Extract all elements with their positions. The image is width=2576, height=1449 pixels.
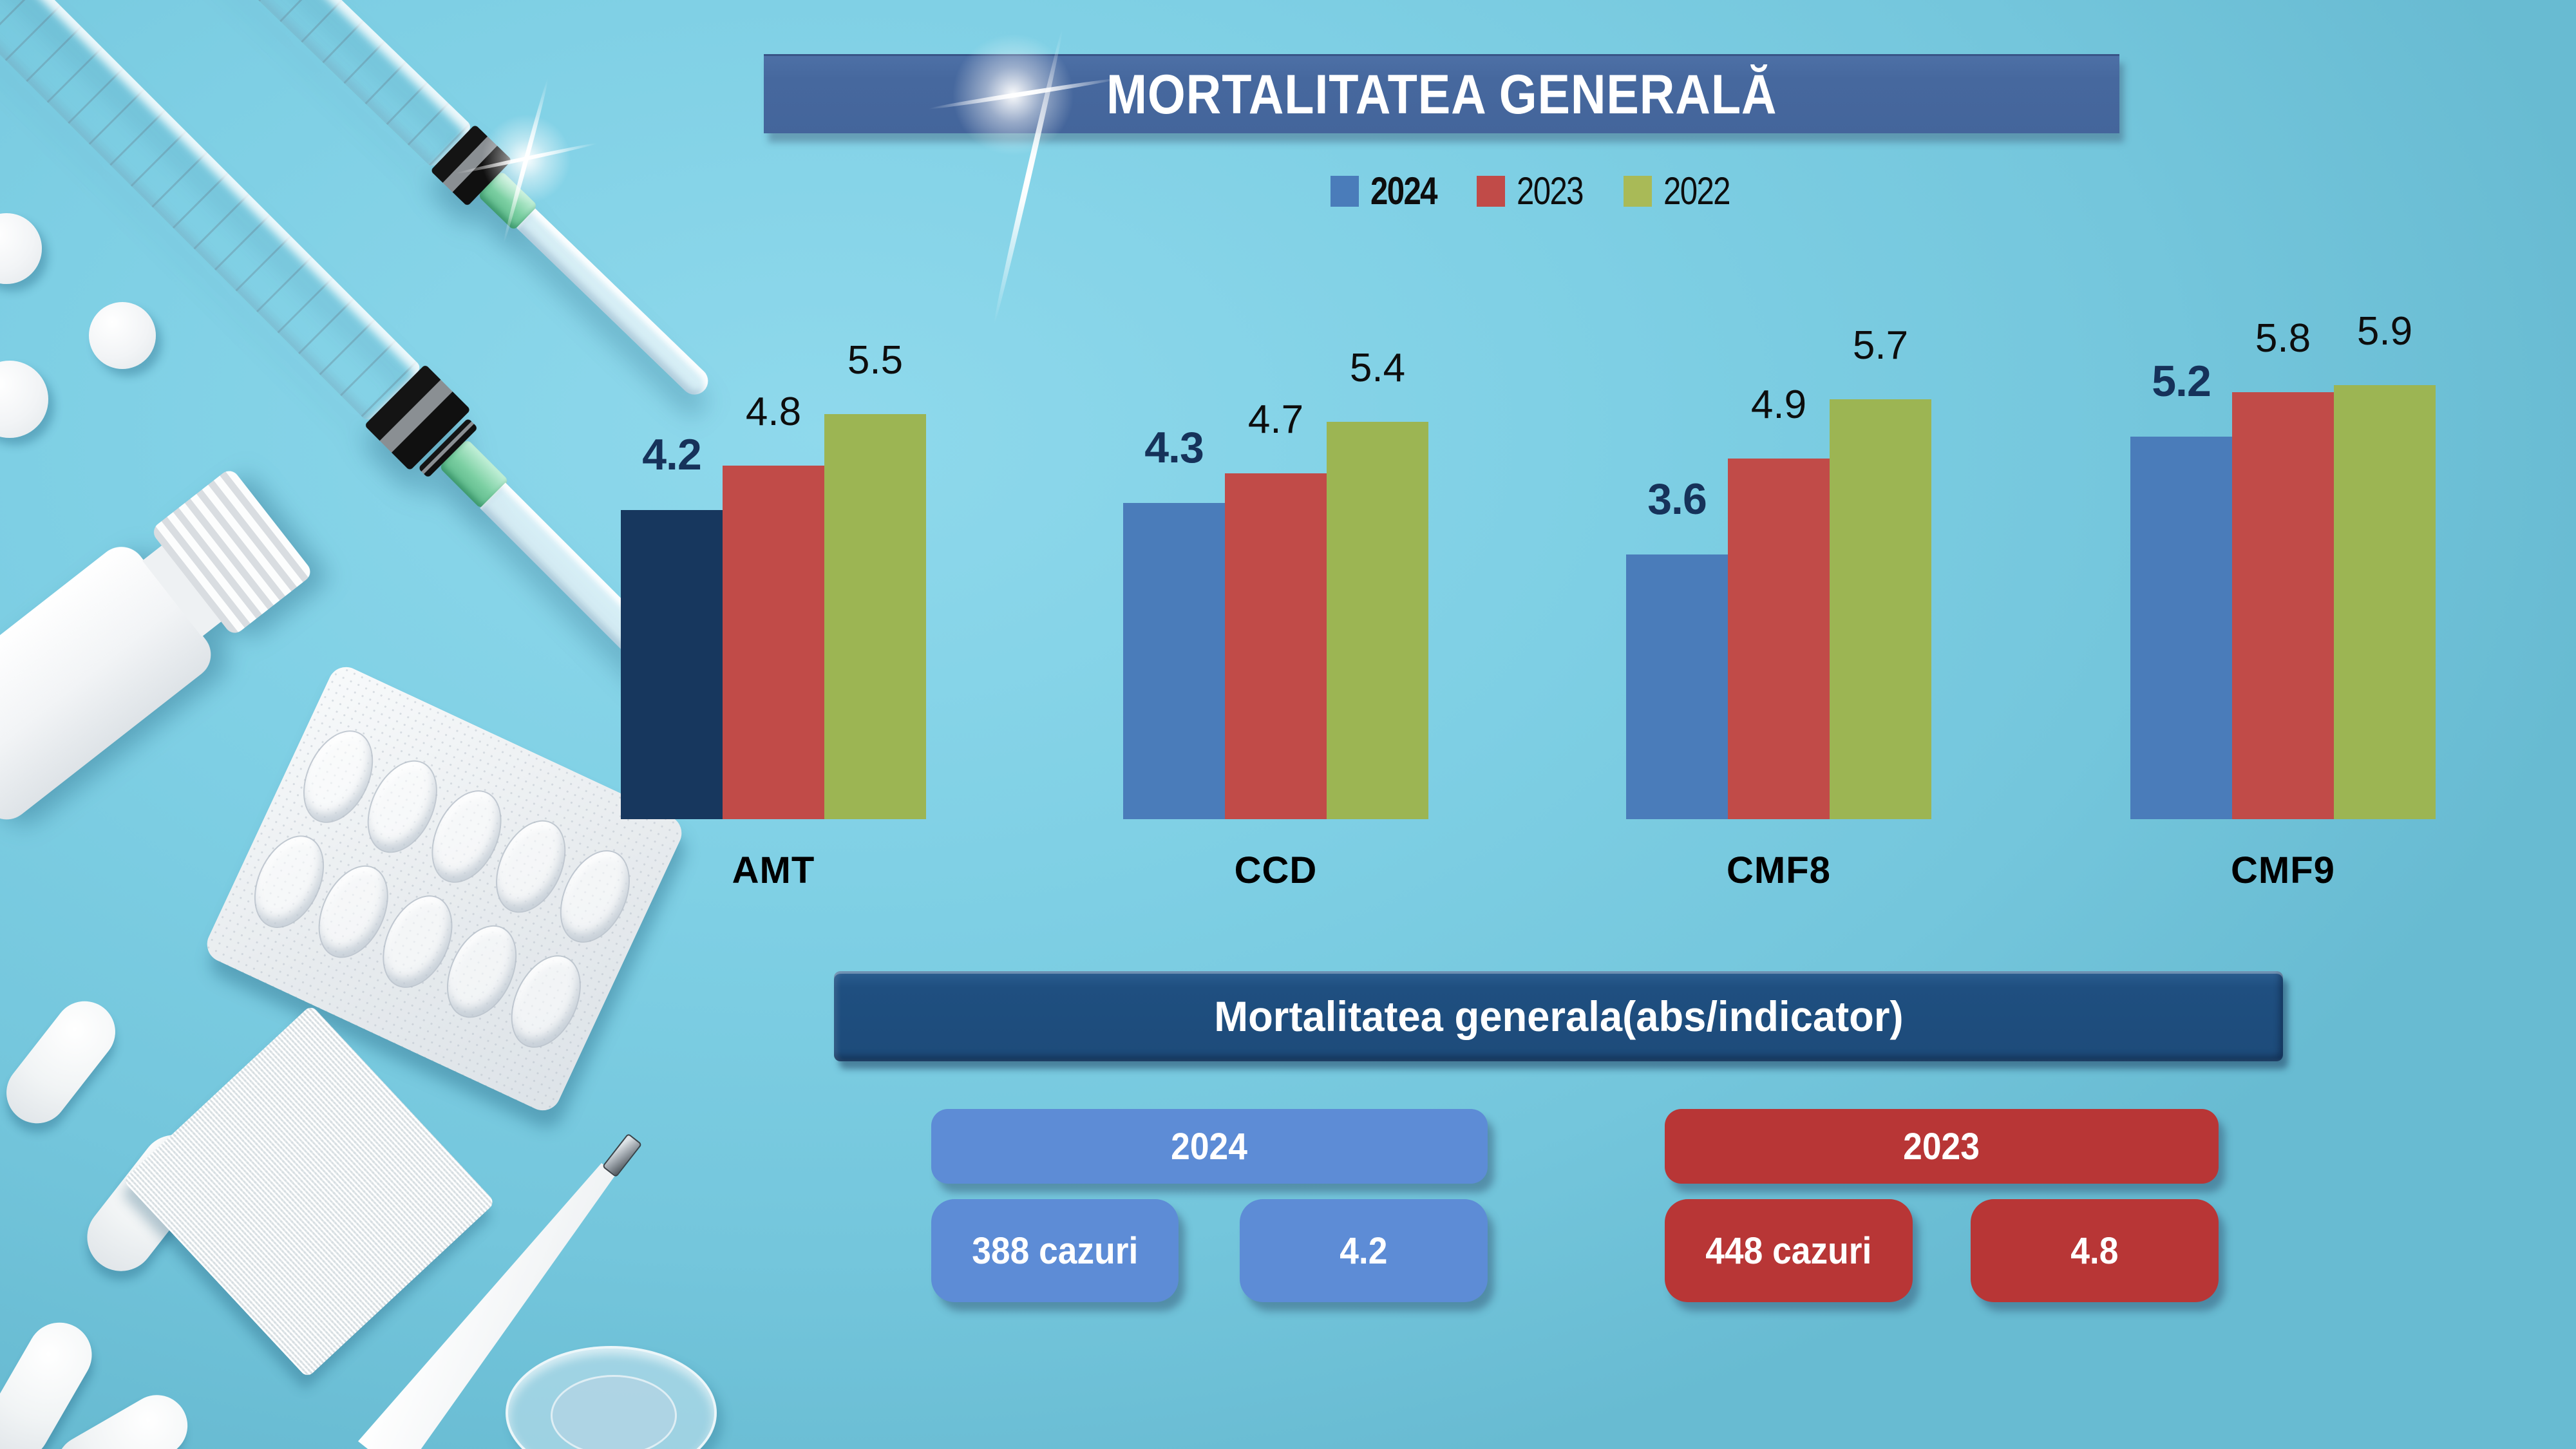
bar-2023-AMT (723, 466, 824, 819)
measuring-cup-icon (551, 1375, 677, 1449)
bar-2024-AMT (621, 510, 723, 819)
pill-icon (89, 302, 156, 369)
legend-swatch-icon (1477, 175, 1506, 207)
bar-value-label: 3.6 (1647, 475, 1707, 524)
bar-value-label: 4.8 (745, 390, 802, 434)
bar-value-label: 5.7 (1852, 323, 1909, 368)
year-badge-2024: 2024 (931, 1109, 1488, 1184)
category-label-CMF9: CMF9 (2231, 849, 2335, 891)
bar-value-label: 5.5 (847, 338, 904, 383)
category-label-AMT: AMT (732, 849, 815, 891)
legend-item-2022: 2022 (1623, 169, 1744, 213)
summary-banner: Mortalitatea generala(abs/indicator) (834, 971, 2283, 1061)
bar-2024-CMF9 (2130, 437, 2232, 819)
legend-label: 2023 (1517, 169, 1584, 213)
pill-icon (0, 361, 48, 438)
bar-2024-CMF8 (1626, 554, 1728, 819)
cases-badge-label: 448 cazuri (1705, 1229, 1872, 1272)
rate-badge-2024: 4.2 (1240, 1199, 1488, 1302)
bar-2022-CCD (1327, 422, 1428, 819)
chart-legend: 2024 2023 2022 (1331, 169, 1744, 213)
legend-label: 2022 (1663, 169, 1731, 213)
bar-value-label: 5.4 (1349, 346, 1406, 390)
bar-2023-CMF9 (2232, 392, 2334, 819)
bar-2022-CMF9 (2334, 385, 2436, 819)
year-badge-label: 2024 (1171, 1125, 1248, 1168)
summary-banner-label: Mortalitatea generala(abs/indicator) (1213, 992, 1904, 1040)
page-title: MORTALITATEA GENERALĂ (1106, 63, 1777, 126)
bar-2022-AMT (824, 414, 926, 819)
bar-2024-CCD (1123, 503, 1225, 819)
cases-badge-2024: 388 cazuri (931, 1199, 1179, 1302)
legend-label: 2024 (1370, 169, 1438, 213)
year-badge-2023: 2023 (1665, 1109, 2219, 1184)
bar-2022-CMF8 (1830, 399, 1931, 819)
bar-value-label: 4.7 (1247, 397, 1304, 442)
category-label-CMF8: CMF8 (1727, 849, 1831, 891)
bar-value-label: 4.3 (1144, 423, 1204, 472)
rate-badge-label: 4.2 (1340, 1229, 1388, 1272)
bar-value-label: 5.9 (2356, 309, 2413, 354)
capsule-pill-icon (0, 989, 128, 1136)
category-label-CCD: CCD (1234, 849, 1318, 891)
rate-badge-label: 4.8 (2070, 1229, 2119, 1272)
bar-value-label: 4.2 (642, 430, 702, 479)
thermometer-tip-icon (601, 1133, 643, 1178)
legend-swatch-icon (1623, 175, 1652, 207)
rate-badge-2023: 4.8 (1971, 1199, 2219, 1302)
capsule-pill-icon (0, 1311, 104, 1449)
cases-badge-2023: 448 cazuri (1665, 1199, 1913, 1302)
legend-swatch-icon (1331, 175, 1359, 207)
pill-icon (0, 213, 42, 284)
legend-item-2023: 2023 (1477, 169, 1597, 213)
legend-item-2024: 2024 (1331, 169, 1451, 213)
cases-badge-label: 388 cazuri (971, 1229, 1139, 1272)
year-badge-label: 2023 (1903, 1125, 1980, 1168)
bar-2023-CMF8 (1728, 459, 1830, 819)
bar-value-label: 5.8 (2255, 316, 2311, 361)
bar-value-label: 5.2 (2152, 357, 2211, 406)
bar-value-label: 4.9 (1750, 383, 1807, 427)
bar-2023-CCD (1225, 473, 1327, 819)
